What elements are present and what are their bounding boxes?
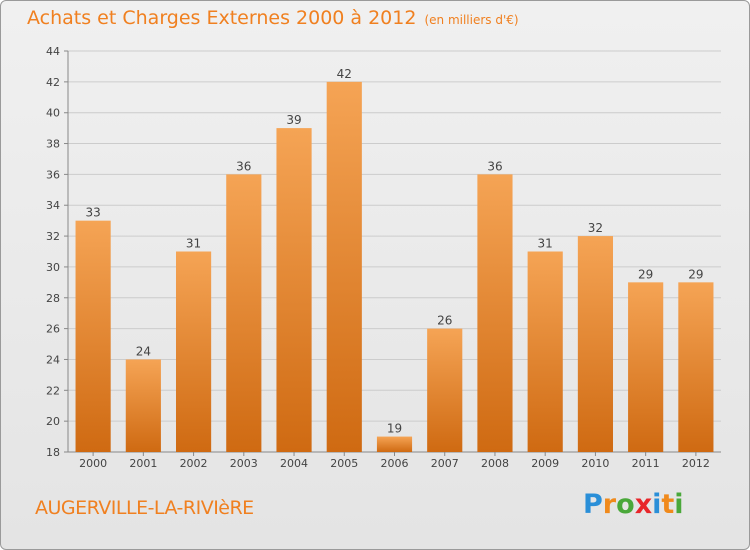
y-tick-label: 44: [46, 45, 60, 58]
x-tick-label: 2012: [682, 457, 710, 470]
x-tick-label: 2004: [280, 457, 308, 470]
x-tick-label: 2003: [230, 457, 258, 470]
x-tick-label: 2001: [129, 457, 157, 470]
bars: 33 24 31 36 39 42 19 26 36 31 32 29 29: [75, 67, 714, 452]
x-tick-label: 2007: [431, 457, 459, 470]
x-tick-label: 2008: [481, 457, 509, 470]
logo-letter: o: [616, 489, 635, 520]
y-tick-label: 42: [46, 76, 60, 89]
town-name: AUGERVILLE-LA-RIVIèRE: [35, 497, 254, 519]
bar: [175, 251, 212, 452]
bar-value-label: 42: [337, 67, 352, 81]
logo-letter: r: [602, 489, 617, 520]
bar-value-label: 19: [387, 422, 402, 436]
bar: [678, 282, 714, 452]
x-axis: 2000 2001 2002 2003 2004 2005 2006 2007 2008 2009…: [79, 452, 710, 470]
x-tick-label: 2009: [531, 457, 559, 470]
x-tick-label: 2005: [330, 457, 358, 470]
bar: [527, 251, 563, 452]
logo-letter: t: [661, 489, 675, 520]
logo-letter: i: [652, 489, 662, 520]
y-tick-label: 32: [46, 230, 60, 243]
bar: [276, 128, 312, 452]
y-tick-label: 40: [46, 107, 60, 120]
y-tick-label: 28: [46, 292, 60, 305]
bar-value-label: 36: [236, 159, 251, 173]
bar: [226, 174, 262, 452]
y-tick-label: 22: [46, 384, 60, 397]
y-tick-label: 26: [46, 323, 60, 336]
chart-unit: (en milliers d'€): [424, 13, 519, 27]
x-tick-label: 2000: [79, 457, 107, 470]
bar-value-label: 39: [286, 113, 301, 127]
y-tick-label: 18: [46, 446, 60, 459]
bar-value-label: 29: [688, 267, 703, 281]
bar: [326, 81, 362, 452]
bar-value-label: 31: [538, 237, 553, 251]
bar-value-label: 31: [186, 237, 201, 251]
chart-title: Achats et Charges Externes 2000 à 2012 (e…: [27, 7, 519, 29]
bar-value-label: 36: [487, 159, 502, 173]
bar: [75, 220, 111, 452]
y-tick-label: 30: [46, 261, 60, 274]
y-tick-label: 24: [46, 353, 60, 366]
y-tick-label: 34: [46, 199, 60, 212]
bar: [577, 236, 614, 452]
bar: [376, 436, 413, 452]
logo-letter: x: [634, 489, 653, 520]
bar-value-label: 32: [588, 221, 603, 235]
bar: [125, 359, 161, 452]
bar: [477, 174, 513, 452]
y-tick-label: 36: [46, 168, 60, 181]
chart-title-text: Achats et Charges Externes 2000 à 2012: [27, 7, 417, 29]
bar: [427, 328, 463, 452]
grid-lines: [68, 50, 721, 453]
x-tick-label: 2011: [632, 457, 660, 470]
y-tick-label: 20: [46, 415, 60, 428]
bar-value-label: 24: [136, 344, 151, 358]
bar-value-label: 33: [85, 206, 100, 220]
logo-letter: P: [583, 489, 603, 520]
x-tick-label: 2010: [581, 457, 609, 470]
bar-value-label: 29: [638, 267, 653, 281]
x-tick-label: 2002: [180, 457, 208, 470]
bar: [628, 282, 664, 452]
bar-value-label: 26: [437, 314, 452, 328]
proxiti-logo: Proxiti: [583, 489, 684, 520]
y-tick-label: 38: [46, 138, 60, 151]
logo-letter: i: [674, 489, 684, 520]
x-tick-label: 2006: [381, 457, 409, 470]
